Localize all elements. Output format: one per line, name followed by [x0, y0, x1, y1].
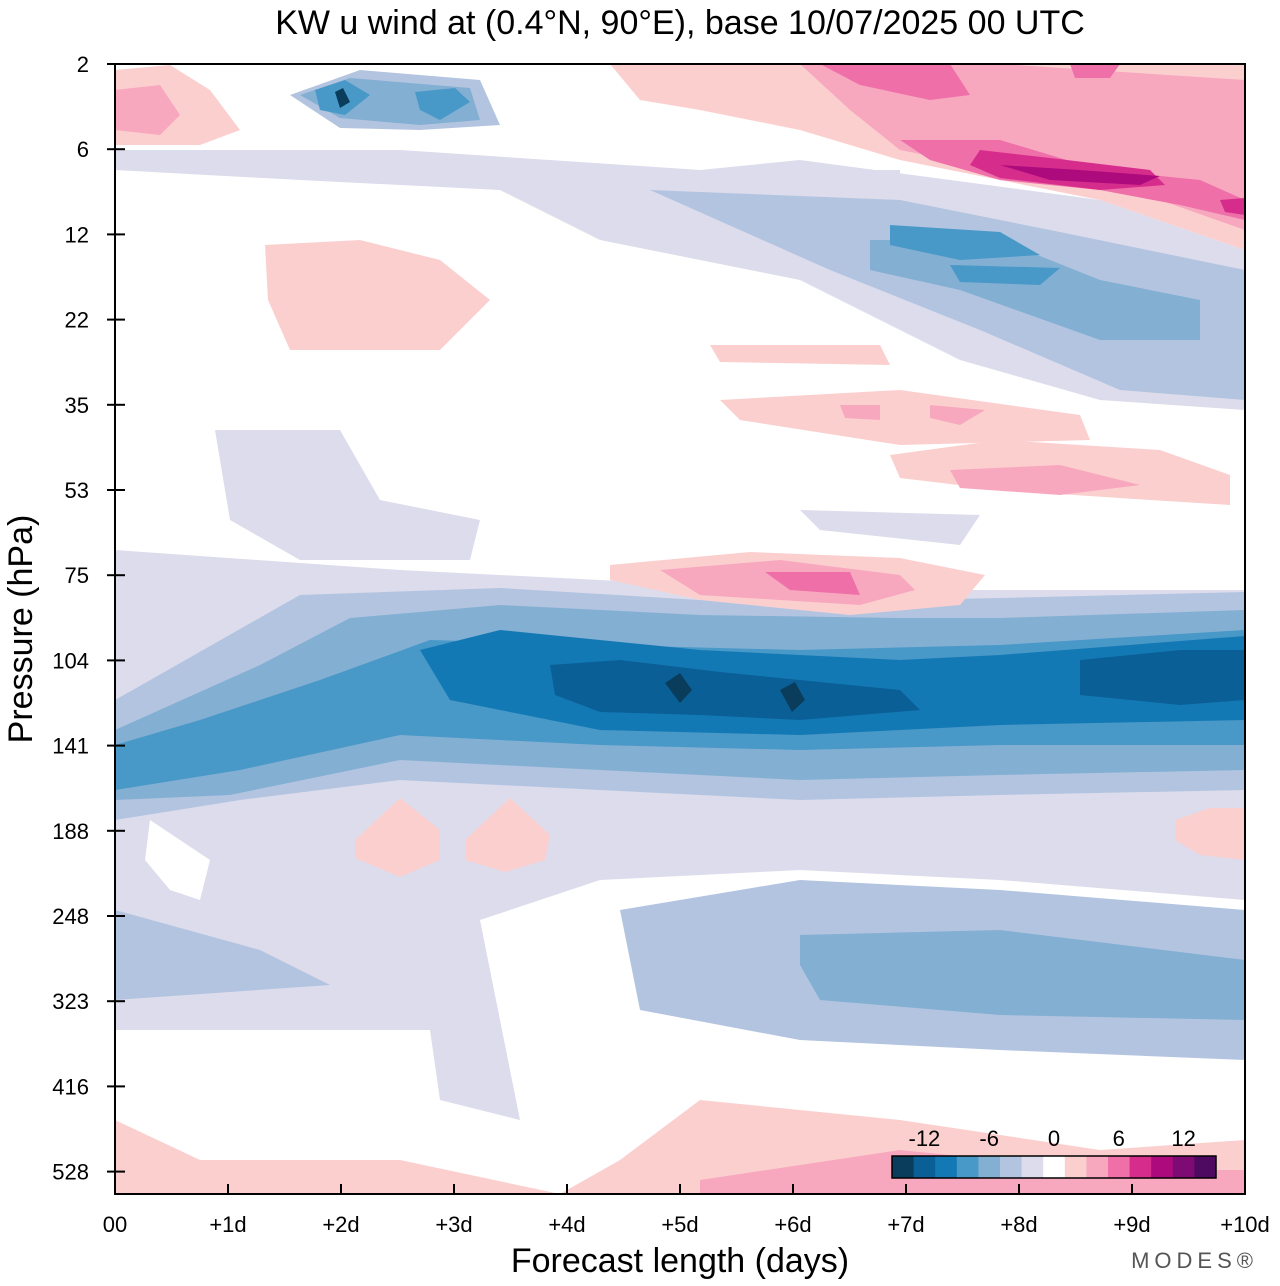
y-tick-label: 12: [65, 222, 89, 247]
x-tick-label: +6d: [774, 1212, 811, 1237]
colorbar-swatch: [978, 1156, 1001, 1178]
y-tick-label: 53: [65, 478, 89, 503]
colorbar-swatch: [1043, 1156, 1066, 1178]
chart-title: KW u wind at (0.4°N, 90°E), base 10/07/2…: [275, 4, 1085, 42]
contour-pos-4-topleft: [115, 85, 180, 135]
contour-neg-6-top: [315, 80, 470, 120]
y-tick-label: 2: [77, 52, 89, 77]
y-tick-label: 35: [65, 393, 89, 418]
x-tick-label: +9d: [1113, 1212, 1150, 1237]
y-tick-label: 22: [65, 308, 89, 333]
colorbar-tick-label: -12: [909, 1126, 941, 1151]
contour-pos-4-c: [840, 405, 985, 425]
y-tick-label: 248: [52, 904, 89, 929]
y-axis-title: Pressure (hPa): [2, 515, 40, 744]
contour-neg-light-mid: [215, 430, 480, 560]
contour-zero-hole: [145, 820, 210, 900]
colorbar-swatch: [1129, 1156, 1152, 1178]
x-tick-label: +1d: [209, 1212, 246, 1237]
colorbar-tick-label: 6: [1113, 1126, 1125, 1151]
y-tick-label: 6: [77, 137, 89, 162]
contour-field: [115, 64, 1245, 1194]
y-tick-label: 323: [52, 989, 89, 1014]
contour-pos-2-b: [710, 345, 890, 365]
y-tick-label: 104: [52, 648, 89, 673]
y-tick-label: 75: [65, 563, 89, 588]
y-tick-label: 141: [52, 734, 89, 759]
x-tick-label: +4d: [548, 1212, 585, 1237]
colorbar-frame: [891, 1155, 1217, 1179]
contour-neg-2-upper: [650, 190, 1245, 400]
contour-pos-2-g: [465, 798, 550, 872]
x-tick-label: +3d: [435, 1212, 472, 1237]
colorbar-swatch: [1086, 1156, 1109, 1178]
x-tick-label: +8d: [1000, 1212, 1037, 1237]
colorbar-swatch: [1064, 1156, 1087, 1178]
contour-pos-2-f: [355, 798, 440, 877]
contour-neg-6-upper: [890, 225, 1060, 285]
x-tick-label: +2d: [322, 1212, 359, 1237]
colorbar-swatch: [1108, 1156, 1131, 1178]
colorbar: -12 -6 0 6 12: [891, 1126, 1217, 1179]
contour-neg-10: [550, 650, 1245, 720]
colorbar-swatch: [1021, 1156, 1044, 1178]
x-tick-label: +5d: [661, 1212, 698, 1237]
colorbar-swatch: [1000, 1156, 1023, 1178]
y-axis: 2 6 12 22 35 53 75 104 141 188 248 323 416 528: [52, 52, 125, 1185]
colorbar-swatch: [956, 1156, 979, 1178]
colorbar-swatch: [892, 1156, 915, 1178]
contour-pos-2-a: [265, 240, 490, 350]
colorbar-tick-label: 12: [1171, 1126, 1195, 1151]
x-tick-label: 00: [103, 1212, 127, 1237]
contour-pos-10: [1000, 165, 1160, 185]
contour-pos-4-b: [950, 465, 1140, 495]
colorbar-swatch: [1151, 1156, 1174, 1178]
x-tick-label: +10d: [1220, 1212, 1270, 1237]
contour-neg-light-band2: [800, 510, 980, 545]
x-axis-title: Forecast length (days): [511, 1242, 849, 1280]
contour-pos-2-c: [720, 390, 1090, 445]
contour-neg-light-top: [115, 150, 900, 190]
x-tick-label: +7d: [887, 1212, 924, 1237]
colorbar-swatch: [1172, 1156, 1195, 1178]
y-tick-label: 416: [52, 1074, 89, 1099]
contour-neg-4-upper: [870, 240, 1200, 340]
x-axis: 00 +1d +2d +3d +4d +5d +6d +7d +8d +9d +10d: [103, 1184, 1270, 1237]
y-tick-label: 188: [52, 819, 89, 844]
brand-logo: MODES®: [1131, 1248, 1258, 1273]
colorbar-tick-label: -6: [979, 1126, 999, 1151]
contour-pos-2-h: [1175, 808, 1245, 860]
y-tick-label: 528: [52, 1160, 89, 1185]
colorbar-swatch: [913, 1156, 936, 1178]
colorbar-tick-label: 0: [1048, 1126, 1060, 1151]
colorbar-swatch: [935, 1156, 958, 1178]
contour-neg-2-low: [115, 880, 1245, 1060]
colorbar-swatch: [1194, 1156, 1217, 1178]
contour-neg-4-low: [800, 930, 1245, 1020]
